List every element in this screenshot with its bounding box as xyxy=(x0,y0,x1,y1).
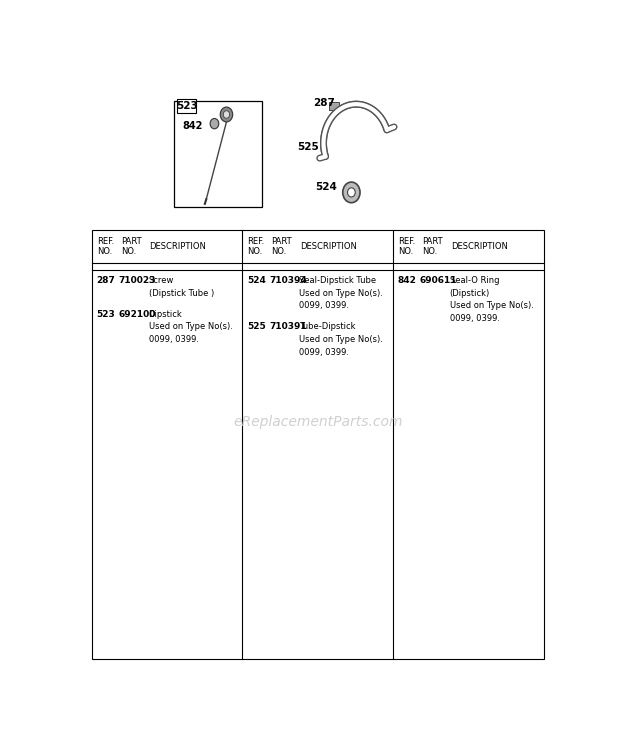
Text: DESCRIPTION: DESCRIPTION xyxy=(300,242,357,251)
Text: Screw: Screw xyxy=(149,276,174,285)
Text: (Dipstick): (Dipstick) xyxy=(450,289,490,298)
Bar xyxy=(329,103,339,110)
Text: Used on Type No(s).: Used on Type No(s). xyxy=(149,322,232,331)
Text: REF.
NO.: REF. NO. xyxy=(247,237,265,256)
Text: 710394: 710394 xyxy=(269,276,307,285)
Text: 524: 524 xyxy=(316,182,337,192)
Text: Used on Type No(s).: Used on Type No(s). xyxy=(450,301,534,310)
Text: 692100: 692100 xyxy=(118,310,156,319)
Text: 0099, 0399.: 0099, 0399. xyxy=(299,347,349,356)
Circle shape xyxy=(348,187,355,197)
Circle shape xyxy=(210,118,219,129)
Text: 525: 525 xyxy=(247,322,266,331)
Text: eReplacementParts.com: eReplacementParts.com xyxy=(233,414,402,429)
Text: DESCRIPTION: DESCRIPTION xyxy=(451,242,508,251)
Text: DESCRIPTION: DESCRIPTION xyxy=(149,242,206,251)
Text: 842: 842 xyxy=(182,121,203,131)
Text: 690611: 690611 xyxy=(420,276,457,285)
Text: PART
NO.: PART NO. xyxy=(422,237,443,256)
Text: 0099, 0399.: 0099, 0399. xyxy=(299,301,349,310)
Text: Used on Type No(s).: Used on Type No(s). xyxy=(299,335,383,344)
Text: 710023: 710023 xyxy=(118,276,156,285)
Text: (Dipstick Tube ): (Dipstick Tube ) xyxy=(149,289,214,298)
Circle shape xyxy=(343,182,360,202)
Text: 0099, 0399.: 0099, 0399. xyxy=(450,314,500,323)
Text: Seal-Dipstick Tube: Seal-Dipstick Tube xyxy=(299,276,376,285)
Text: REF.
NO.: REF. NO. xyxy=(97,237,114,256)
Text: 0099, 0399.: 0099, 0399. xyxy=(149,335,198,344)
Bar xyxy=(92,230,544,659)
Text: 842: 842 xyxy=(398,276,417,285)
Text: 287: 287 xyxy=(97,276,115,285)
Text: PART
NO.: PART NO. xyxy=(272,237,292,256)
Bar xyxy=(177,99,196,113)
Text: REF.
NO.: REF. NO. xyxy=(398,237,415,256)
Text: 525: 525 xyxy=(298,141,319,152)
Text: Tube-Dipstick: Tube-Dipstick xyxy=(299,322,356,331)
Bar xyxy=(174,100,262,207)
Text: Used on Type No(s).: Used on Type No(s). xyxy=(299,289,383,298)
Text: 523: 523 xyxy=(175,101,197,111)
Text: Seal-O Ring: Seal-O Ring xyxy=(450,276,499,285)
Text: Dipstick: Dipstick xyxy=(149,310,182,319)
Text: PART
NO.: PART NO. xyxy=(121,237,141,256)
Text: 710391: 710391 xyxy=(269,322,306,331)
Text: 287: 287 xyxy=(313,98,335,108)
Text: 524: 524 xyxy=(247,276,266,285)
Circle shape xyxy=(220,107,232,122)
Circle shape xyxy=(223,111,229,118)
Text: 523: 523 xyxy=(97,310,115,319)
